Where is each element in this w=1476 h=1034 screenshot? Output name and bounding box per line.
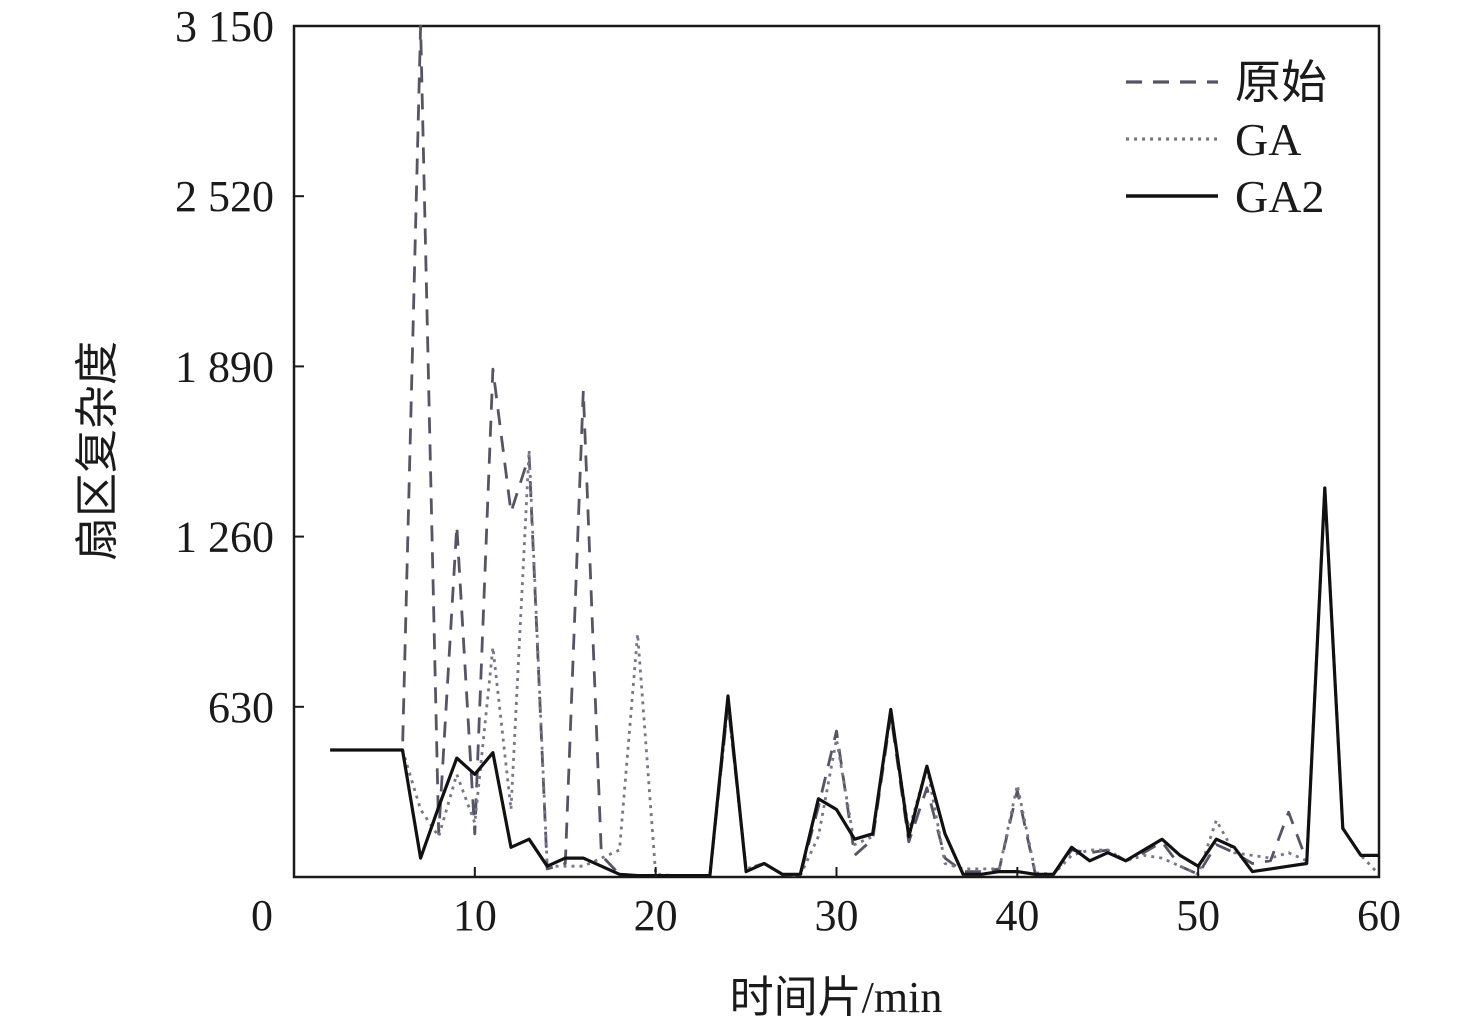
x-axis-title: 时间片/min [730, 973, 943, 1022]
x-tick-label: 50 [1176, 891, 1220, 940]
ticks-layer: 0 10 20 30 40 50 60 3 150 2 520 1 890 1 260 630 [175, 2, 1401, 940]
y-axis-title: 扇区复杂度 [73, 341, 122, 561]
x-tick-label: 0 [251, 891, 273, 940]
y-tick-label: 630 [208, 683, 274, 732]
y-tick-label: 2 520 [175, 172, 274, 221]
y-tick-label: 1 260 [175, 513, 274, 562]
series-line-2 [330, 448, 1381, 877]
series-layer [330, 24, 1381, 878]
legend-label-1: 原始 [1235, 57, 1327, 108]
x-tick-label: 40 [995, 891, 1039, 940]
x-tick-label: 30 [815, 891, 859, 940]
legend-label-3: GA2 [1235, 171, 1324, 222]
x-tick-label: 20 [634, 891, 678, 940]
series-line-3 [330, 486, 1379, 878]
legend-label-2: GA [1235, 114, 1301, 165]
plot-frame [292, 24, 1381, 879]
x-tick-label: 10 [453, 891, 497, 940]
legend: 原始 GA GA2 [1126, 57, 1327, 222]
y-tick-label: 3 150 [175, 2, 274, 51]
y-tick-label: 1 890 [175, 342, 274, 391]
x-tick-label: 60 [1357, 891, 1401, 940]
series-line-1 [330, 24, 1379, 877]
